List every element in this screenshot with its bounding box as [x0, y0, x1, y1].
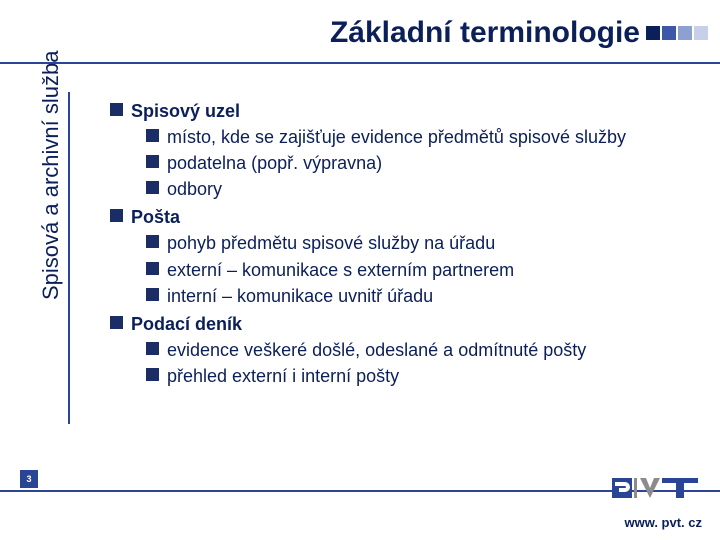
title-underline [0, 62, 720, 64]
title-accent-squares [646, 26, 708, 40]
square-bullet-icon [146, 368, 159, 381]
square-bullet-icon [110, 316, 123, 329]
slide-title: Základní terminologie [330, 16, 640, 50]
square-bullet-icon [110, 103, 123, 116]
content-area: Spisový uzelmísto, kde se zajišťuje evid… [110, 96, 696, 389]
bullet-text: pohyb předmětu spisové služby na úřadu [167, 230, 495, 256]
bullet-level1: Podací deník [110, 311, 696, 337]
square-bullet-icon [146, 342, 159, 355]
bullet-level1: Spisový uzel [110, 98, 696, 124]
square-bullet-icon [146, 235, 159, 248]
footer: 3 www. pvt. cz [0, 490, 720, 540]
slide: Základní terminologie Spisová a archivní… [0, 0, 720, 540]
square-bullet-icon [146, 262, 159, 275]
bullet-level2: evidence veškeré došlé, odeslané a odmít… [146, 337, 696, 363]
bullet-text: Podací deník [131, 311, 242, 337]
bullet-text: evidence veškeré došlé, odeslané a odmít… [167, 337, 586, 363]
square-bullet-icon [110, 209, 123, 222]
footer-url: www. pvt. cz [624, 515, 702, 530]
square-bullet-icon [146, 181, 159, 194]
bullet-level2: podatelna (popř. výpravna) [146, 150, 696, 176]
square-bullet-icon [146, 155, 159, 168]
square-bullet-icon [146, 288, 159, 301]
bullet-level2: externí – komunikace s externím partnere… [146, 257, 696, 283]
accent-square-2 [662, 26, 676, 40]
bullet-text: odbory [167, 176, 222, 202]
bullet-level2: přehled externí i interní pošty [146, 363, 696, 389]
accent-square-1 [646, 26, 660, 40]
bullet-text: Pošta [131, 204, 180, 230]
bullet-level1: Pošta [110, 204, 696, 230]
page-number: 3 [20, 470, 38, 488]
bullet-level2: odbory [146, 176, 696, 202]
bullet-text: interní – komunikace uvnitř úřadu [167, 283, 433, 309]
square-bullet-icon [146, 129, 159, 142]
bullet-level2: interní – komunikace uvnitř úřadu [146, 283, 696, 309]
accent-square-3 [678, 26, 692, 40]
bullet-level2: pohyb předmětu spisové služby na úřadu [146, 230, 696, 256]
accent-square-4 [694, 26, 708, 40]
bullet-level2: místo, kde se zajišťuje evidence předmět… [146, 124, 696, 150]
bullet-text: podatelna (popř. výpravna) [167, 150, 382, 176]
title-bar: Základní terminologie [0, 0, 720, 70]
bullet-text: Spisový uzel [131, 98, 240, 124]
sidebar-label: Spisová a archivní služba [38, 51, 64, 300]
sidebar-rule [68, 92, 70, 424]
bullet-text: místo, kde se zajišťuje evidence předmět… [167, 124, 626, 150]
bullet-text: externí – komunikace s externím partnere… [167, 257, 514, 283]
bullet-text: přehled externí i interní pošty [167, 363, 399, 389]
logo [612, 474, 702, 507]
